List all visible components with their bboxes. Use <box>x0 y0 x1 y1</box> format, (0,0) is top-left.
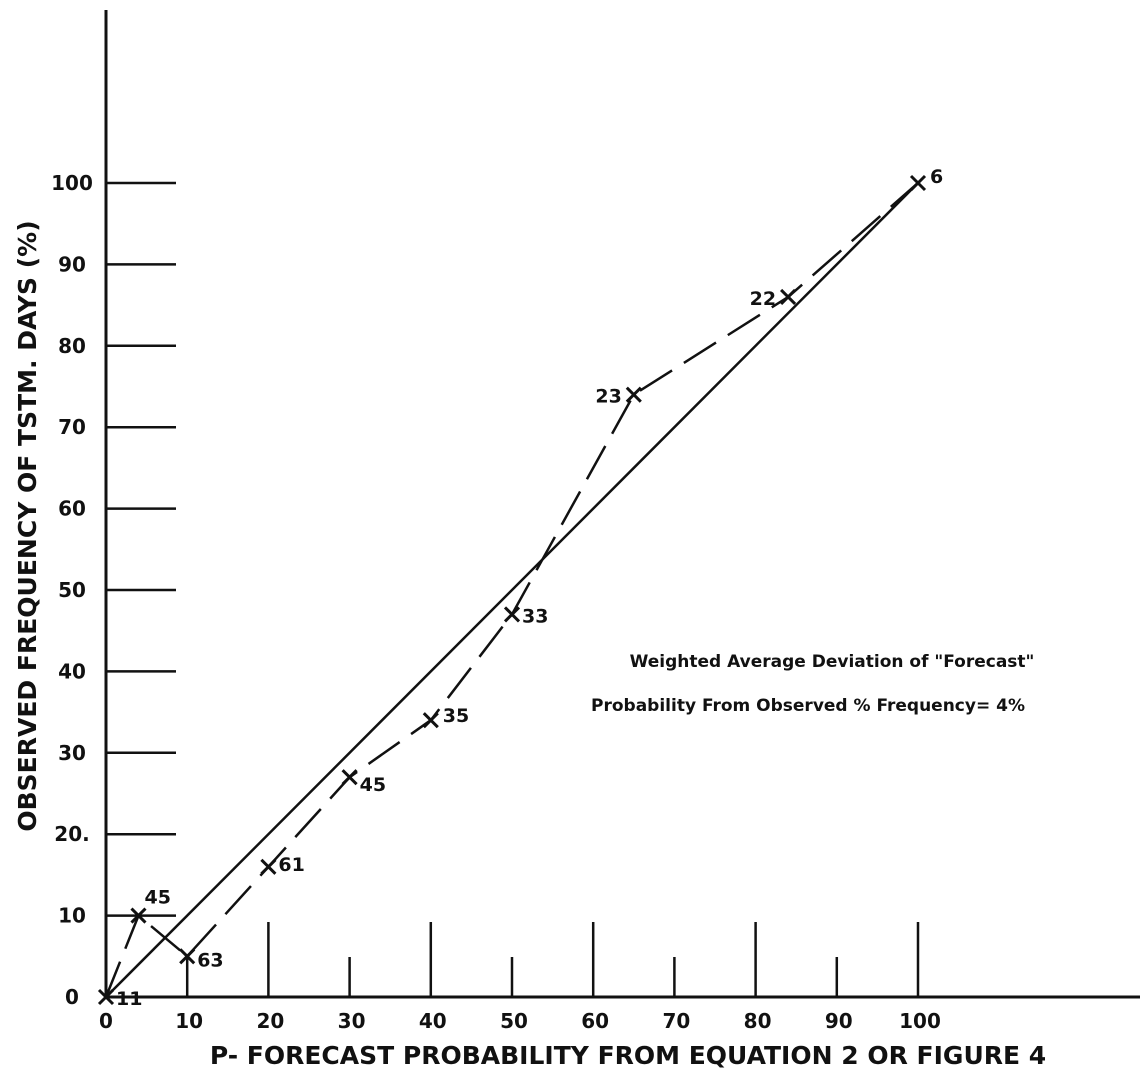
x-marker-stroke <box>260 858 277 875</box>
point-label: 63 <box>197 949 223 971</box>
data-point-marker <box>130 907 147 924</box>
x-tick-label: 30 <box>338 1009 366 1033</box>
point-label: 11 <box>116 988 142 1010</box>
data-point-marker <box>341 769 358 786</box>
point-label: 23 <box>595 386 621 408</box>
y-tick-label: 80 <box>58 334 86 358</box>
x-marker-stroke <box>909 174 927 192</box>
x-marker-stroke <box>130 907 147 924</box>
point-label: 61 <box>278 854 304 876</box>
axes <box>104 10 1140 999</box>
x-tick-label: 70 <box>662 1009 690 1033</box>
y-tick-label: 70 <box>58 415 86 439</box>
data-point-marker <box>780 288 797 306</box>
y-tick-label: 30 <box>58 741 86 765</box>
y-tick-label: 100 <box>51 171 93 195</box>
x-marker-stroke <box>625 386 642 403</box>
point-label: 35 <box>443 705 469 727</box>
y-tick-label: 40 <box>58 659 86 683</box>
x-tick-label: 40 <box>419 1009 447 1033</box>
x-tick-label: 100 <box>899 1009 941 1033</box>
annotation-line-1: Weighted Average Deviation of "Forecast" <box>630 652 1035 672</box>
point-label: 22 <box>750 288 776 310</box>
point-label: 45 <box>360 774 386 796</box>
data-point-marker <box>97 988 115 1006</box>
y-tick-label: 50 <box>58 578 86 602</box>
series <box>97 174 927 1006</box>
x-axis-title: P- FORECAST PROBABILITY FROM EQUATION 2 … <box>210 1041 1046 1070</box>
y-tick-label: 60 <box>58 497 86 521</box>
x-tick-label: 10 <box>175 1009 203 1033</box>
labels: 0 10 20. 30 40 50 60 70 80 90 100 0 10 20 30 40 50 60 70 80… <box>51 166 943 1033</box>
y-tick-label: 0 <box>65 985 79 1009</box>
data-point-marker <box>260 858 277 875</box>
x-tick-label: 50 <box>500 1009 528 1033</box>
y-tick-label: 90 <box>58 252 86 276</box>
x-marker-stroke <box>97 988 115 1006</box>
y-tick-label: 20. <box>54 822 89 846</box>
data-point-marker <box>909 174 927 192</box>
ticks <box>106 181 920 997</box>
data-point-marker <box>625 386 642 403</box>
x-marker-stroke <box>422 712 439 729</box>
annotation-line-2: Probability From Observed % Frequency= 4… <box>591 696 1025 716</box>
point-label: 6 <box>930 166 943 188</box>
x-tick-label: 80 <box>744 1009 772 1033</box>
x-tick-label: 60 <box>581 1009 609 1033</box>
x-marker-stroke <box>341 769 358 786</box>
observed-frequency-line <box>104 182 919 998</box>
y-tick-label: 10 <box>58 904 86 928</box>
x-tick-label: 20 <box>256 1009 284 1033</box>
point-label: 33 <box>522 605 548 627</box>
perfect-reliability-line <box>105 182 919 998</box>
x-marker-stroke <box>503 606 521 623</box>
x-marker-stroke <box>780 288 797 306</box>
point-label: 45 <box>144 887 170 909</box>
x-tick-label: 0 <box>99 1009 113 1033</box>
x-tick-label: 90 <box>825 1009 853 1033</box>
data-point-marker <box>503 606 521 623</box>
data-point-marker <box>179 948 196 965</box>
y-axis-title: OBSERVED FREQUENCY OF TSTM. DAYS (%) <box>13 220 42 831</box>
data-point-marker <box>422 712 439 729</box>
x-marker-stroke <box>179 948 196 965</box>
